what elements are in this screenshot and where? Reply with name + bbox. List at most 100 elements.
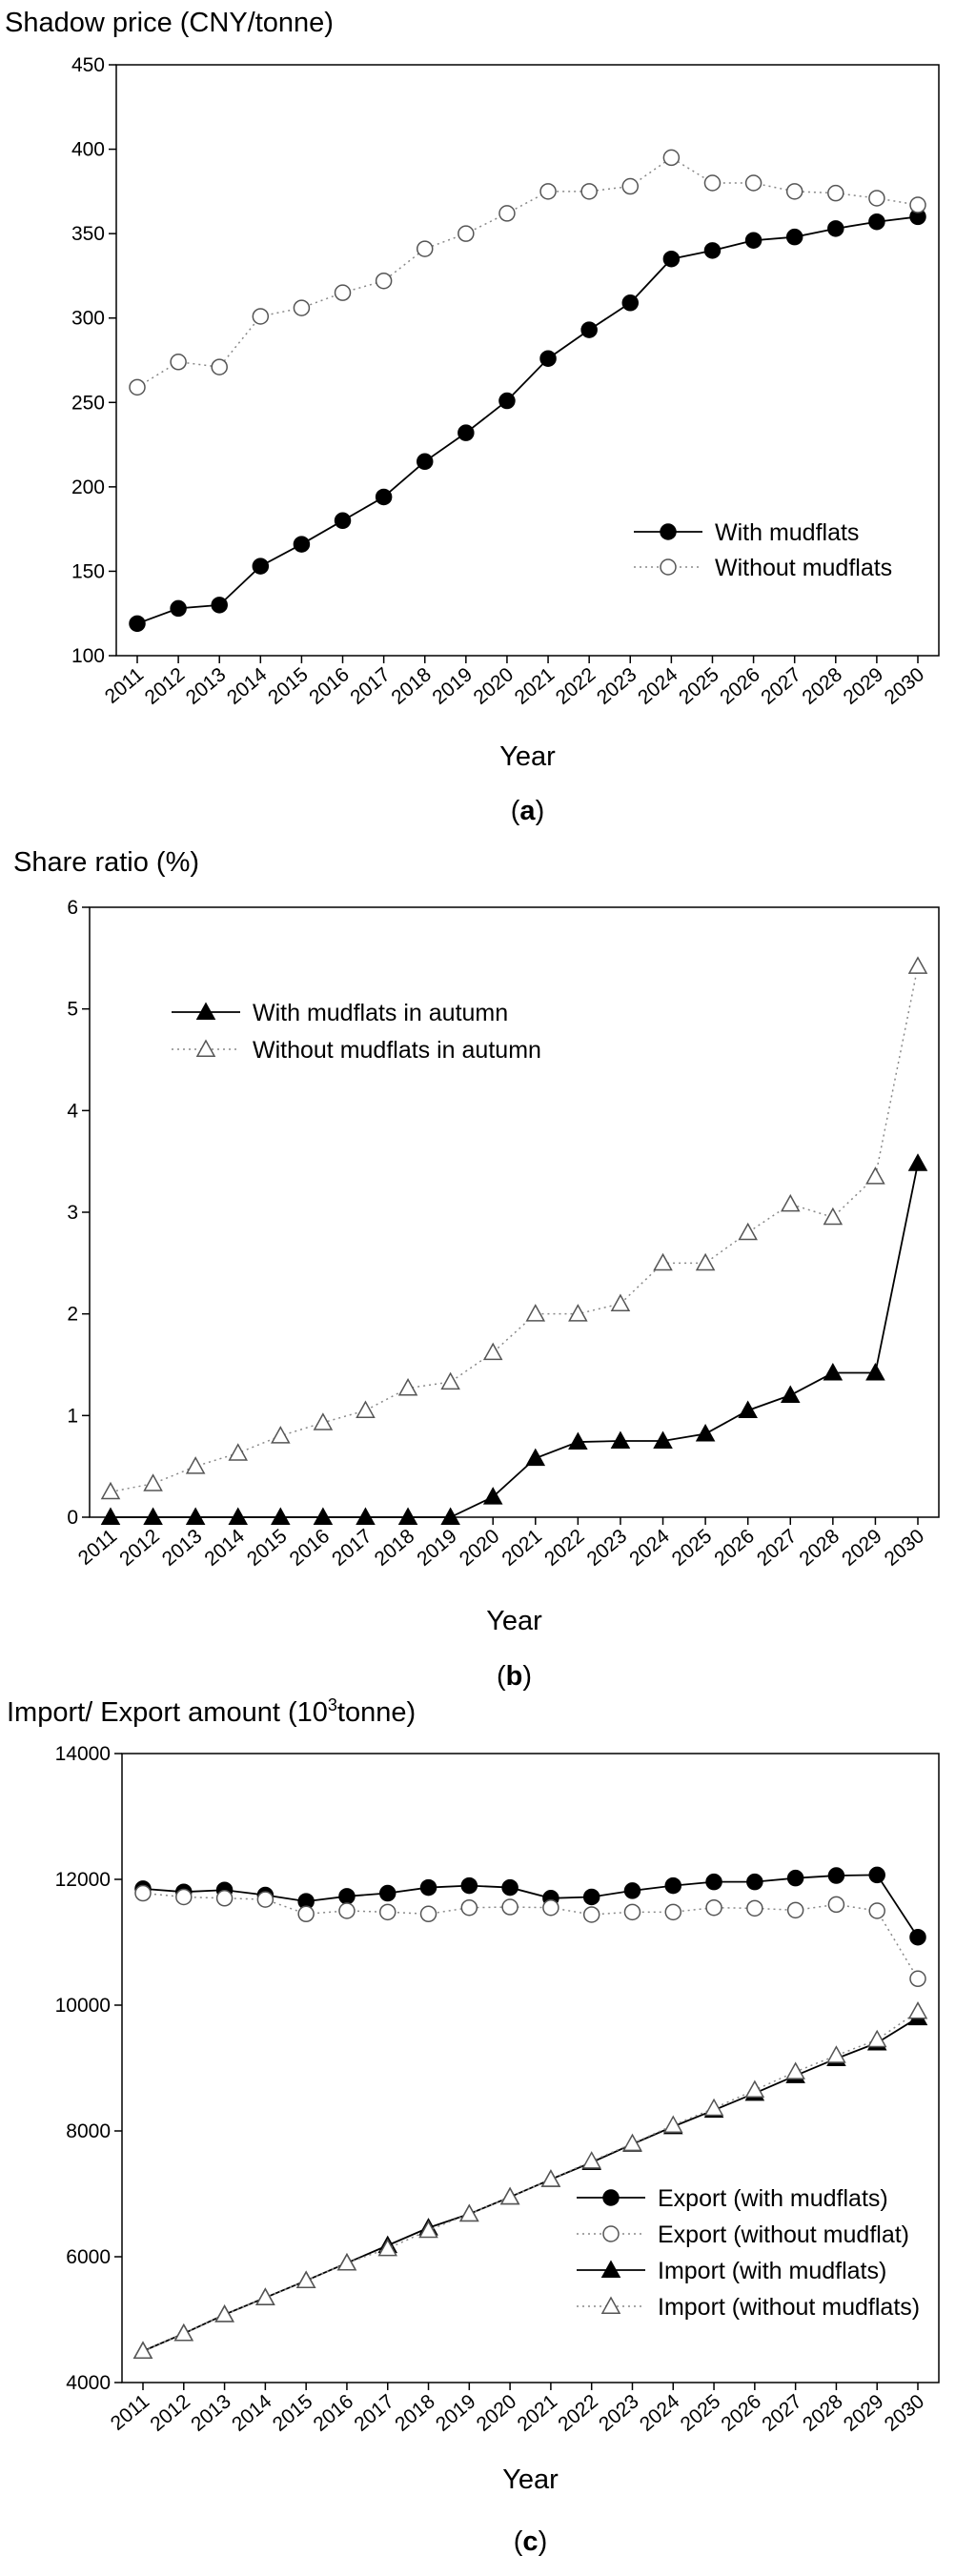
y-axis-title-superscript: 3 <box>328 1695 337 1714</box>
x-axis-title: Year <box>486 1606 542 1636</box>
x-tick-label: 2027 <box>753 1525 802 1571</box>
x-tick-label: 2015 <box>264 663 313 709</box>
legend-marker <box>602 2189 620 2206</box>
x-axis-title: Year <box>502 2464 559 2495</box>
data-point <box>338 1888 356 1905</box>
data-point <box>703 174 722 192</box>
data-point <box>785 228 803 246</box>
data-point <box>568 1431 588 1450</box>
data-point <box>581 2151 601 2169</box>
data-point <box>868 1902 885 1919</box>
panel-label: (c) <box>514 2526 547 2557</box>
data-point <box>129 615 146 633</box>
legend-label: Import (without mudflats) <box>658 2294 920 2321</box>
data-point <box>907 2001 928 2019</box>
x-tick-label: 2028 <box>798 663 846 709</box>
data-point <box>313 1412 334 1430</box>
data-point <box>622 2133 642 2152</box>
y-tick-label: 1 <box>67 1405 78 1427</box>
data-point <box>214 2304 234 2322</box>
data-point <box>215 1890 234 1907</box>
data-point <box>498 205 516 222</box>
data-point <box>746 1873 763 1891</box>
data-point <box>909 1928 926 1946</box>
data-point <box>378 1903 396 1921</box>
y-tick-label: 5 <box>67 999 78 1021</box>
data-point <box>440 1507 460 1525</box>
data-point <box>865 1166 885 1185</box>
data-point <box>460 1876 478 1895</box>
data-point <box>397 1377 418 1396</box>
x-tick-label: 2020 <box>456 1525 504 1571</box>
data-point <box>744 2079 765 2099</box>
data-point <box>542 1898 559 1917</box>
x-axis-title: Year <box>499 741 556 772</box>
data-point <box>568 1304 588 1322</box>
data-point <box>662 250 681 268</box>
y-tick-label: 8000 <box>66 2120 111 2142</box>
data-point <box>228 1507 249 1525</box>
x-tick-label: 2030 <box>881 2390 929 2436</box>
x-tick-label: 2030 <box>881 1525 929 1571</box>
x-tick-label: 2018 <box>387 663 436 709</box>
data-point <box>499 2186 520 2205</box>
x-tick-label: 2028 <box>799 2390 847 2436</box>
data-point <box>662 149 681 167</box>
x-tick-label: 2012 <box>141 663 190 709</box>
x-tick-label: 2016 <box>310 2390 358 2436</box>
x-tick-label: 2019 <box>413 1525 461 1571</box>
data-point <box>143 1507 163 1525</box>
data-point <box>293 536 311 553</box>
data-point <box>132 2341 153 2359</box>
data-point <box>297 1905 315 1923</box>
data-point <box>580 321 598 338</box>
x-tick-label: 2020 <box>473 2390 521 2436</box>
x-tick-label: 2024 <box>625 1525 674 1571</box>
y-tick-label: 4 <box>67 1100 78 1122</box>
data-point <box>459 2203 479 2222</box>
plot-frame <box>89 906 940 1518</box>
x-tick-label: 2025 <box>668 1525 717 1571</box>
data-point <box>705 1873 722 1891</box>
x-tick-label: 2017 <box>350 2390 398 2436</box>
data-point <box>458 424 475 441</box>
data-point <box>228 1443 249 1461</box>
data-point <box>143 1473 163 1491</box>
data-point <box>662 2115 683 2134</box>
data-point <box>780 1385 801 1403</box>
x-tick-label: 2020 <box>470 663 518 709</box>
y-axis-title: Share ratio (%) <box>13 847 199 878</box>
data-point <box>100 1481 121 1500</box>
x-tick-label: 2022 <box>552 663 600 709</box>
data-point <box>623 1882 641 1899</box>
x-tick-label: 2023 <box>583 1525 632 1571</box>
data-point <box>785 2061 805 2079</box>
data-point <box>582 1888 600 1906</box>
x-tick-label: 2029 <box>840 663 888 709</box>
data-point <box>252 558 270 575</box>
data-point <box>823 1207 844 1226</box>
data-point <box>653 1252 673 1271</box>
data-point <box>185 1456 206 1474</box>
data-point <box>866 2029 887 2048</box>
x-tick-label: 2015 <box>243 1525 292 1571</box>
y-tick-label: 14000 <box>55 1743 111 1765</box>
y-tick-label: 10000 <box>55 1995 111 2017</box>
data-point <box>746 1899 763 1917</box>
data-point <box>695 1423 716 1442</box>
data-point <box>539 183 557 200</box>
x-tick-label: 2011 <box>101 663 148 708</box>
data-point <box>334 284 352 301</box>
x-tick-label: 2025 <box>675 663 723 709</box>
y-axis-title: Shadow price (CNY/tonne) <box>5 8 334 38</box>
data-point <box>338 1902 356 1919</box>
data-point <box>440 1371 460 1390</box>
x-tick-label: 2028 <box>795 1525 844 1571</box>
data-point <box>460 1898 478 1917</box>
data-point <box>539 350 557 367</box>
data-point <box>170 599 187 618</box>
x-tick-label: 2023 <box>595 2390 643 2436</box>
data-point <box>623 1903 641 1921</box>
data-point <box>293 299 311 316</box>
legend-label: With mudflats <box>715 519 859 546</box>
